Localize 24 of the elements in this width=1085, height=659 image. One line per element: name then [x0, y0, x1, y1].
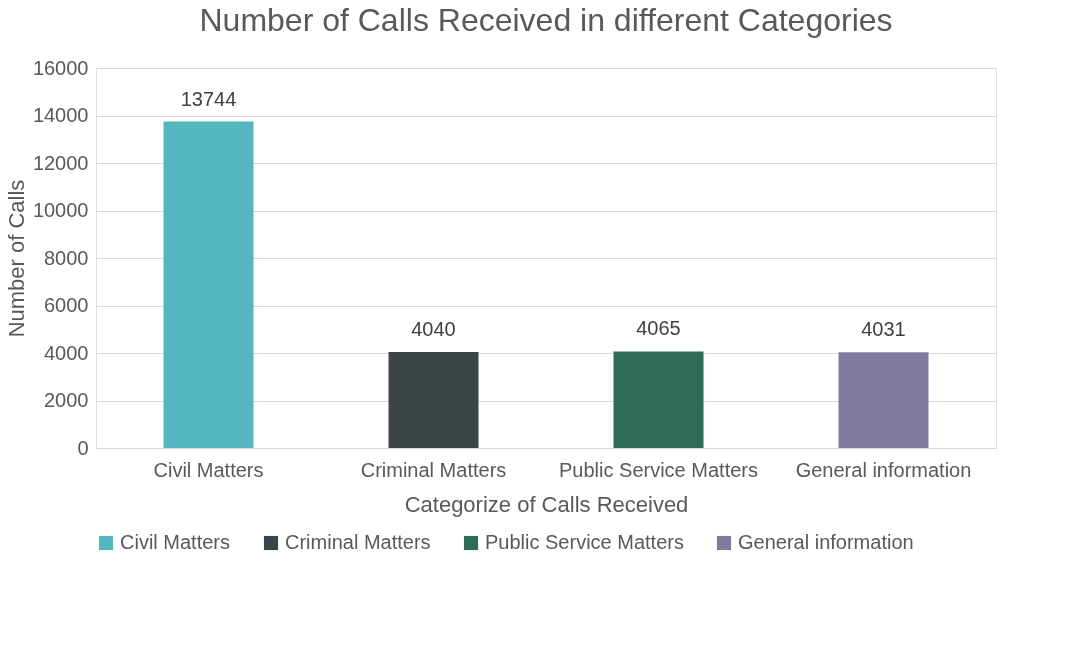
legend-label: General information: [738, 531, 914, 553]
legend-label: Criminal Matters: [285, 531, 431, 553]
y-tick-label: 0: [77, 436, 89, 459]
x-tick-label: General information: [795, 458, 972, 481]
y-axis-title: Number of Calls: [3, 179, 29, 338]
y-tick-label: 16000: [32, 56, 89, 79]
y-tick-label: 14000: [32, 104, 89, 126]
x-tick-label: Public Service Matters: [559, 458, 758, 481]
data-label: 4065: [636, 317, 681, 340]
x-tick-label: Criminal Matters: [360, 458, 507, 481]
data-label: 13744: [180, 87, 237, 110]
data-label: 4040: [411, 318, 456, 341]
y-tick-label: 2000: [44, 389, 89, 411]
y-tick-label: 12000: [32, 151, 89, 174]
y-tick-label: 6000: [44, 294, 89, 316]
y-tick-label: 8000: [44, 246, 89, 269]
y-tick-label: 10000: [32, 199, 89, 221]
x-tick-label: Civil Matters: [153, 458, 264, 481]
legend-label: Public Service Matters: [485, 531, 684, 553]
data-label: 4031: [861, 318, 906, 341]
x-axis-title: Categorize of Calls Received: [404, 491, 689, 517]
chart-title: Number of Calls Received in different Categories: [199, 2, 893, 38]
y-tick-label: 4000: [44, 341, 89, 364]
legend-label: Civil Matters: [120, 531, 231, 553]
